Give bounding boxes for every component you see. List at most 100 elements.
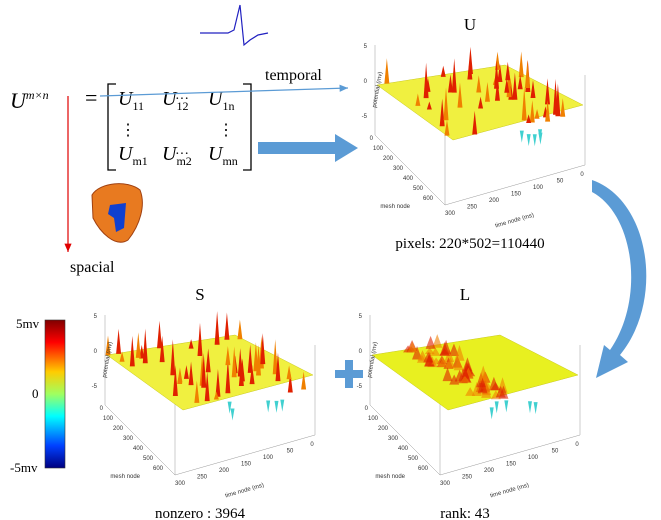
spike — [412, 345, 423, 360]
z-tick-label: -5 — [92, 384, 98, 390]
y-tick-label: 400 — [133, 446, 144, 452]
y-tick-label: 500 — [143, 456, 154, 462]
trough — [519, 130, 524, 143]
spike — [425, 335, 436, 349]
spike — [417, 350, 428, 361]
equals: = — [85, 85, 97, 110]
matrix-bracket — [107, 83, 252, 171]
y-tick-label: 500 — [413, 186, 424, 192]
plot-caption: rank: 43 — [440, 506, 490, 520]
spike — [444, 119, 450, 136]
spike — [439, 98, 445, 127]
trough — [227, 401, 232, 414]
temporal-arrow — [99, 84, 349, 97]
spike — [478, 96, 484, 109]
x-tick-label: 0 — [575, 442, 579, 448]
x-tick-label: 100 — [533, 185, 544, 191]
spike — [238, 358, 244, 386]
z-tick-label: 0 — [359, 349, 363, 355]
spike — [197, 322, 203, 356]
entry-subscript: 1n — [222, 99, 234, 113]
trough — [532, 134, 537, 147]
z-tick-label: -5 — [362, 114, 368, 120]
spike — [201, 352, 207, 388]
spike — [453, 358, 464, 371]
z-axis-label: potential (mv) — [367, 341, 379, 378]
z-axis-label: potential (mv) — [102, 341, 114, 378]
flow-arrow — [258, 134, 358, 162]
y-axis-label: mesh node — [375, 474, 405, 480]
spike — [105, 335, 111, 356]
trough — [527, 401, 532, 414]
matrix-entry: Um1 — [118, 143, 148, 168]
spike — [231, 346, 237, 378]
x-tick-label: 250 — [467, 205, 478, 211]
spike — [495, 51, 501, 70]
entry-base: U — [118, 143, 134, 165]
spike — [460, 367, 471, 383]
temporal-label: temporal — [265, 67, 322, 84]
x-tick-label: 100 — [263, 455, 274, 461]
spike — [183, 365, 189, 379]
heart-region — [108, 203, 126, 232]
spike — [440, 65, 446, 77]
spike — [447, 74, 453, 93]
spike — [287, 372, 293, 393]
spike — [449, 374, 460, 385]
x-tick-label: 150 — [511, 192, 522, 198]
y-tick-label: 300 — [123, 436, 134, 442]
spike — [505, 61, 511, 81]
spike — [119, 351, 125, 362]
spike — [454, 344, 465, 361]
x-tick-label: 200 — [219, 468, 230, 474]
x-tick-label: 100 — [528, 455, 539, 461]
spike — [438, 357, 449, 368]
spike — [553, 78, 559, 115]
spike — [225, 358, 231, 394]
spike — [156, 320, 162, 349]
spike — [170, 339, 176, 376]
spike — [247, 344, 253, 373]
spike — [272, 339, 278, 375]
x-tick-label: 150 — [506, 462, 517, 468]
x-tick-label: 50 — [287, 449, 294, 455]
plot-caption: nonzero : 3964 — [155, 506, 245, 520]
y-tick-label: 0 — [370, 136, 374, 142]
spike — [459, 375, 470, 383]
spike — [249, 365, 255, 385]
plot-title: L — [460, 285, 470, 304]
spike — [213, 391, 219, 400]
spike — [472, 110, 478, 135]
spike — [256, 344, 262, 376]
spike — [423, 62, 429, 99]
spike — [415, 93, 421, 106]
y-tick-label: 500 — [408, 456, 419, 462]
z-tick-label: 0 — [364, 79, 368, 85]
spike — [530, 80, 536, 98]
y-tick-label: 600 — [418, 466, 429, 472]
entry-subscript: m2 — [176, 154, 191, 168]
trough — [533, 402, 538, 415]
y-tick-label: 200 — [383, 156, 394, 162]
entry-base: U — [162, 143, 178, 165]
entry-subscript: m1 — [132, 154, 147, 168]
spike — [442, 367, 453, 382]
y-tick-label: 300 — [388, 436, 399, 442]
x-tick-label: 200 — [484, 468, 495, 474]
spike — [188, 339, 194, 349]
z-tick-label: -5 — [357, 384, 363, 390]
y-axis-label: mesh node — [110, 474, 140, 480]
entry-subscript: 11 — [132, 99, 144, 113]
spike — [545, 100, 551, 122]
z-axis-label: potential (mv) — [372, 71, 384, 108]
y-tick-label: 600 — [153, 466, 164, 472]
x-tick-label: 300 — [175, 481, 186, 487]
spike — [286, 365, 292, 380]
spike — [135, 332, 141, 358]
matrix-vdots: ⋮ — [218, 122, 234, 139]
spike — [512, 72, 518, 100]
spike — [517, 74, 523, 90]
x-tick-label: 300 — [445, 211, 456, 217]
z-tick-label: 5 — [94, 314, 98, 320]
